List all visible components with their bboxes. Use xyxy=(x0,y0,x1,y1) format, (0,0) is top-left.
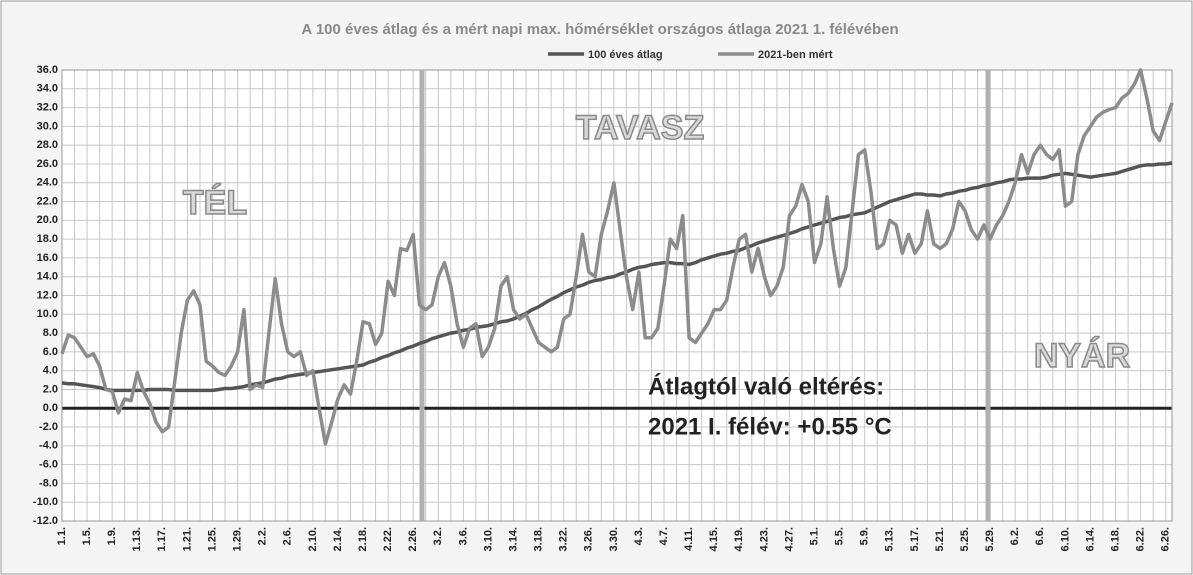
chart-title: A 100 éves átlag és a mért napi max. hőm… xyxy=(301,21,898,38)
x-tick-label: 6.26. xyxy=(1160,527,1172,551)
y-tick-label: 10.0 xyxy=(37,308,58,320)
x-tick-label: 6.14. xyxy=(1084,527,1096,551)
y-tick-label: 20.0 xyxy=(37,214,58,226)
y-tick-label: 4.0 xyxy=(43,365,58,377)
x-tick-label: 3.6. xyxy=(457,527,469,545)
y-tick-label: -6.0 xyxy=(39,459,58,471)
y-tick-label: -2.0 xyxy=(39,421,58,433)
series-line xyxy=(60,68,1174,446)
y-tick-label: 16.0 xyxy=(37,252,58,264)
x-tick-label: 5.21. xyxy=(934,527,946,551)
x-tick-label: 2.18. xyxy=(357,527,369,551)
x-tick-label: 5.25. xyxy=(959,527,971,551)
x-tick-label: 2.14. xyxy=(332,527,344,551)
x-tick-label: 6.10. xyxy=(1059,527,1071,551)
x-tick-label: 5.13. xyxy=(884,527,896,551)
annotation: Átlagtól való eltérés: xyxy=(648,372,884,400)
y-tick-label: -4.0 xyxy=(39,440,58,452)
x-tick-label: 1.21. xyxy=(181,527,193,551)
x-tick-label: 5.17. xyxy=(909,527,921,551)
x-tick-label: 6.6. xyxy=(1034,527,1046,545)
x-tick-label: 5.9. xyxy=(859,527,871,545)
x-tick-label: 6.22. xyxy=(1135,527,1147,551)
x-tick-label: 5.29. xyxy=(984,527,996,551)
x-tick-label: 3.26. xyxy=(583,527,595,551)
x-tick-label: 1.5. xyxy=(81,527,93,545)
y-tick-label: 30.0 xyxy=(37,120,58,132)
season-label: NYÁR xyxy=(1034,337,1130,375)
y-tick-label: 36.0 xyxy=(37,64,58,76)
x-tick-label: 1.9. xyxy=(106,527,118,545)
x-tick-label: 3.14. xyxy=(507,527,519,551)
x-tick-label: 4.19. xyxy=(733,527,745,551)
x-tick-label: 6.18. xyxy=(1109,527,1121,551)
x-tick-label: 6.2. xyxy=(1009,527,1021,545)
x-tick-label: 4.15. xyxy=(708,527,720,551)
x-tick-label: 1.25. xyxy=(206,527,218,551)
y-tick-label: -10.0 xyxy=(33,496,58,508)
x-tick-label: 2.26. xyxy=(407,527,419,551)
x-tick-label: 4.27. xyxy=(783,527,795,551)
x-tick-label: 1.17. xyxy=(156,527,168,551)
y-tick-label: 0.0 xyxy=(43,402,58,414)
y-tick-label: 28.0 xyxy=(37,139,58,151)
season-label: TAVASZ xyxy=(576,109,704,147)
annotation: 2021 I. félév: +0.55 °C xyxy=(648,413,892,440)
y-tick-label: 12.0 xyxy=(37,289,58,301)
x-tick-label: 2.22. xyxy=(382,527,394,551)
x-tick-label: 3.2. xyxy=(432,527,444,545)
x-tick-label: 3.22. xyxy=(558,527,570,551)
plot-border xyxy=(61,69,1173,522)
y-tick-label: -12.0 xyxy=(33,515,58,527)
x-tick-label: 2.6. xyxy=(282,527,294,545)
x-tick-label: 2.10. xyxy=(307,527,319,551)
y-tick-label: 18.0 xyxy=(37,233,58,245)
x-tick-label: 3.10. xyxy=(482,527,494,551)
y-tick-label: 24.0 xyxy=(37,177,58,189)
x-tick-label: 1.13. xyxy=(131,527,143,551)
y-tick-label: 6.0 xyxy=(43,346,58,358)
y-tick-label: 22.0 xyxy=(37,195,58,207)
season-label: TÉL xyxy=(183,184,247,222)
x-tick-label: 5.1. xyxy=(808,527,820,545)
legend-label: 2021-ben mért xyxy=(758,49,833,61)
x-tick-label: 4.23. xyxy=(758,527,770,551)
y-tick-label: 26.0 xyxy=(37,158,58,170)
x-tick-label: 4.3. xyxy=(633,527,645,545)
x-tick-label: 1.1. xyxy=(56,527,68,545)
legend-label: 100 éves átlag xyxy=(588,49,663,61)
series-line xyxy=(61,161,1173,393)
x-tick-label: 4.7. xyxy=(658,527,670,545)
y-tick-label: 8.0 xyxy=(43,327,58,339)
x-tick-label: 2.2. xyxy=(257,527,269,545)
y-tick-label: -8.0 xyxy=(39,477,58,489)
x-tick-label: 5.5. xyxy=(834,527,846,545)
x-tick-label: 4.11. xyxy=(683,527,695,551)
y-tick-label: 2.0 xyxy=(43,383,58,395)
x-tick-label: 3.18. xyxy=(533,527,545,551)
x-tick-label: 1.29. xyxy=(231,527,243,551)
y-tick-label: 14.0 xyxy=(37,271,58,283)
x-tick-label: 3.30. xyxy=(608,527,620,551)
y-tick-label: 34.0 xyxy=(37,83,58,95)
y-tick-label: 32.0 xyxy=(37,101,58,113)
